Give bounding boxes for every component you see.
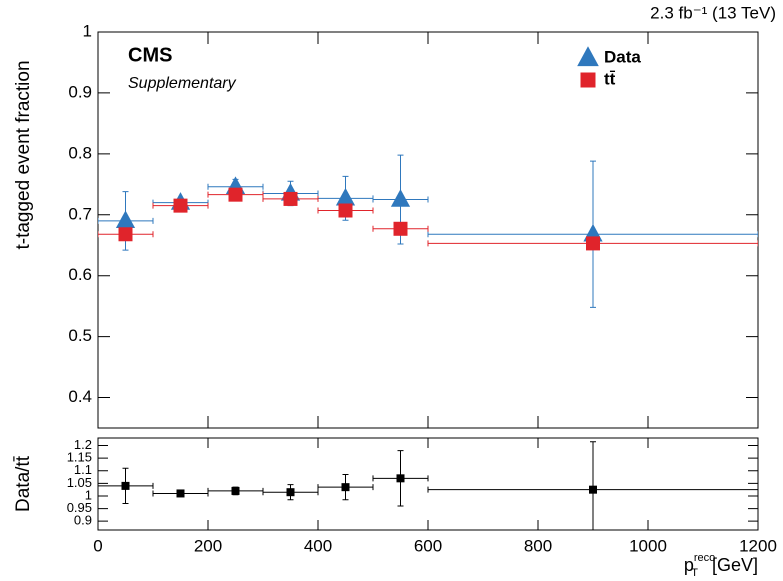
data-marker (283, 191, 298, 206)
y-tick-label: 0.5 (68, 326, 92, 345)
subtitle: Supplementary (128, 75, 237, 92)
data-marker (393, 221, 408, 236)
data-marker (121, 481, 130, 490)
legend-label: Data (604, 47, 641, 66)
plot-area (98, 441, 758, 530)
y-tick-label: 0.4 (68, 387, 92, 406)
data-marker (118, 227, 133, 242)
ratio-frame (97, 437, 759, 531)
data-marker (228, 187, 243, 202)
data-marker (396, 474, 405, 483)
data-marker (286, 488, 295, 497)
y-axis-label: t-tagged event fraction (13, 60, 34, 249)
legend-marker (580, 72, 596, 88)
data-marker (176, 489, 185, 498)
y-tick-label: 0.6 (68, 265, 92, 284)
x-tick-label: 400 (304, 536, 332, 555)
y-tick-label: 0.9 (74, 513, 92, 528)
y-tick-label: 1.05 (67, 475, 92, 490)
y-tick-label: 1.15 (67, 450, 92, 465)
x-label-unit: [GeV] (712, 555, 758, 575)
data-marker (335, 187, 356, 206)
x-tick-label: 800 (524, 536, 552, 555)
experiment-label: CMS (128, 44, 172, 66)
x-tick-label: 1000 (629, 536, 667, 555)
legend-marker (577, 46, 599, 67)
data-marker (115, 210, 136, 229)
ratio-y-axis-label: Data/tt̄ (13, 455, 34, 512)
data-marker (231, 486, 240, 495)
x-label-symbol: p (684, 555, 694, 575)
x-axis-label: preco T [GeV] (684, 552, 758, 579)
lumi-label: 2.3 fb⁻¹ (13 TeV) (650, 3, 776, 22)
y-tick-label: 0.8 (68, 143, 92, 162)
data-marker (338, 203, 353, 218)
x-tick-label: 600 (414, 536, 442, 555)
x-label-sup: reco (694, 552, 715, 564)
y-tick-label: 0.7 (68, 204, 92, 223)
y-tick-label: 1 (83, 21, 92, 40)
data-marker (589, 485, 597, 494)
data-marker (586, 236, 600, 251)
y-tick-label: 0.95 (67, 500, 92, 515)
y-tick-label: 1.2 (74, 437, 92, 452)
y-tick-label: 1 (85, 487, 92, 502)
y-tick-label: 1.1 (74, 462, 92, 477)
plot-area (98, 154, 758, 308)
legend-label: tt̄ (604, 69, 616, 88)
data-marker (173, 198, 188, 213)
x-tick-label: 0 (93, 536, 102, 555)
y-tick-label: 0.9 (68, 82, 92, 101)
data-marker (341, 483, 350, 492)
data-marker (390, 189, 411, 207)
x-label-sub: T (691, 567, 698, 579)
x-tick-label: 200 (194, 536, 222, 555)
x-tick-label: 1200 (739, 536, 777, 555)
